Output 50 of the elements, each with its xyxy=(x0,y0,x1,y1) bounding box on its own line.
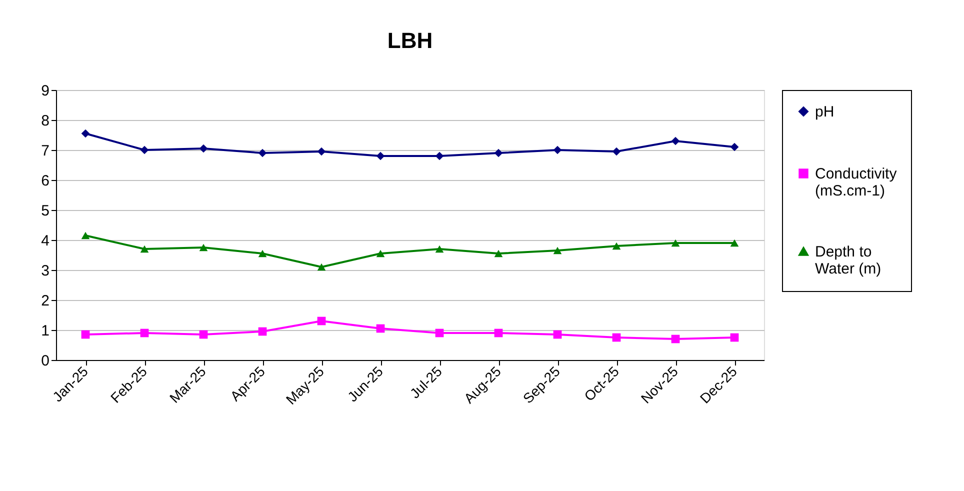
y-tick-label: 3 xyxy=(41,262,50,280)
point xyxy=(140,245,149,253)
point xyxy=(317,263,326,271)
y-tick-label: 0 xyxy=(41,352,50,370)
point xyxy=(81,232,90,240)
point xyxy=(376,152,385,160)
point xyxy=(199,244,208,252)
point xyxy=(553,146,562,154)
y-tick-label: 1 xyxy=(41,322,50,340)
legend-label: Conductivity (mS.cm-1) xyxy=(815,166,898,200)
point xyxy=(671,239,680,247)
point xyxy=(317,147,326,156)
point xyxy=(435,152,444,160)
point xyxy=(81,129,90,138)
legend-label: Depth to Water (m) xyxy=(815,244,882,278)
point xyxy=(730,142,739,152)
point xyxy=(671,136,680,146)
chart-title: LBH xyxy=(387,28,433,53)
point xyxy=(494,250,503,258)
point xyxy=(553,246,562,254)
point xyxy=(494,148,503,158)
point xyxy=(258,250,267,258)
point xyxy=(730,333,739,342)
point xyxy=(199,330,208,339)
legend-label: pH xyxy=(815,104,834,120)
y-tick-label: 4 xyxy=(41,232,50,250)
y-tick-label: 2 xyxy=(41,292,50,310)
point xyxy=(494,328,503,338)
point xyxy=(553,330,562,339)
point xyxy=(612,147,621,156)
y-tick-label: 9 xyxy=(41,82,50,100)
point xyxy=(612,333,621,342)
point xyxy=(671,334,680,344)
point xyxy=(376,250,385,258)
point xyxy=(258,148,267,158)
point xyxy=(140,328,149,338)
y-tick-label: 6 xyxy=(41,172,50,190)
point xyxy=(730,239,739,247)
y-tick-label: 5 xyxy=(41,202,50,220)
point xyxy=(435,328,444,338)
point xyxy=(81,330,90,339)
point xyxy=(140,146,149,154)
point xyxy=(258,327,267,336)
y-tick-label: 8 xyxy=(41,112,50,130)
point xyxy=(199,144,208,153)
point xyxy=(612,242,621,250)
y-tick-label: 7 xyxy=(41,142,50,160)
point xyxy=(376,324,385,333)
point xyxy=(435,245,444,253)
point xyxy=(317,316,326,326)
